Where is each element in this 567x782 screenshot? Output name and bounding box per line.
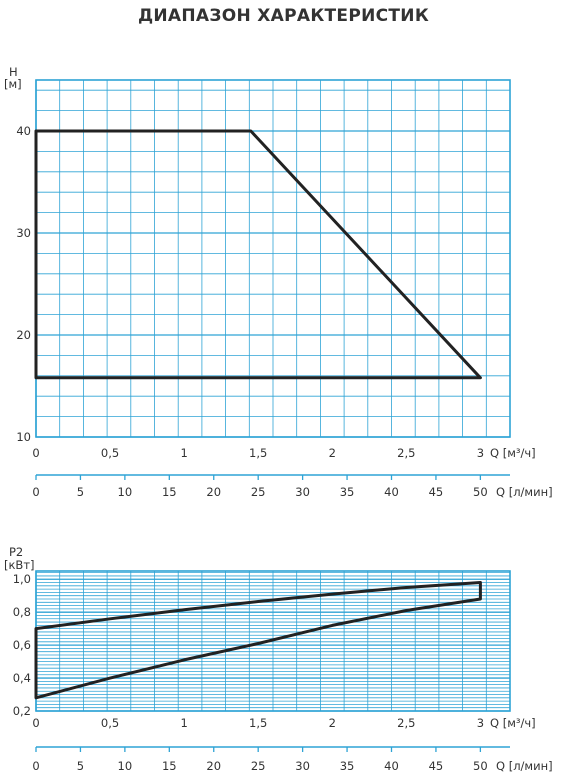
y-tick-label: 20: [16, 328, 31, 342]
x-tick-label: 3: [477, 446, 484, 460]
x2-tick-label: 25: [251, 759, 266, 773]
y-tick-label: 1,0: [13, 572, 31, 586]
x2-tick-label: 5: [77, 759, 84, 773]
x2-tick-label: 25: [251, 485, 266, 499]
x2-tick-label: 40: [384, 759, 399, 773]
x2-tick-label: 0: [32, 485, 39, 499]
secondary-x-axis: 0 5 10 15 20 25 30 35 40 45 50 Q [л/мин]: [32, 474, 553, 499]
x-axis-label: Q [м³/ч]: [490, 446, 536, 460]
x2-tick-label: 20: [206, 485, 221, 499]
x2-tick-label: 50: [473, 759, 488, 773]
grid: [35, 570, 511, 712]
x2-tick-label: 10: [118, 485, 133, 499]
y-axis-unit: [м]: [4, 77, 22, 91]
x-tick-label: 1: [180, 716, 187, 730]
x2-tick-label: 35: [340, 485, 355, 499]
x2-tick-label: 45: [429, 485, 444, 499]
x-tick-label: 1: [180, 446, 187, 460]
x-tick-label: 2,5: [397, 446, 415, 460]
y-tick-label: 0,2: [13, 704, 31, 718]
y-axis-label: H: [9, 65, 18, 79]
series-line: [34, 581, 482, 700]
series-line: [34, 129, 482, 380]
x2-tick-label: 5: [77, 485, 84, 499]
x2-tick-label: 30: [295, 485, 310, 499]
x2-tick-label: 20: [206, 759, 221, 773]
x2-tick-label: 40: [384, 485, 399, 499]
x-tick-label: 3: [477, 716, 484, 730]
x2-axis-label: Q [л/мин]: [496, 759, 553, 773]
y-axis-unit: [кВт]: [4, 558, 35, 572]
x-tick-label: 2,5: [397, 716, 415, 730]
grid: [35, 79, 511, 438]
x2-tick-label: 15: [162, 759, 177, 773]
secondary-x-axis: 0 5 10 15 20 25 30 35 40 45 50 Q [л/мин]: [32, 746, 553, 773]
x2-axis-label: Q [л/мин]: [496, 485, 553, 499]
y-tick-label: 0,6: [13, 638, 31, 652]
x2-tick-label: 10: [118, 759, 133, 773]
x-tick-label: 0: [32, 446, 39, 460]
x2-tick-label: 30: [295, 759, 310, 773]
x-axis-label: Q [м³/ч]: [490, 716, 536, 730]
chart-2: 0,2 0,4 0,6 0,8 1,0 P2[кВт] 0 0,5 1 1,5 2 2,5 3 Q [м³…: [4, 545, 553, 773]
x-tick-label: 2: [329, 446, 336, 460]
x2-tick-label: 0: [32, 759, 39, 773]
x-tick-label: 0: [32, 716, 39, 730]
chart-title: ДИАПАЗОН ХАРАКТЕРИСТИК: [137, 6, 430, 26]
x-tick-label: 2: [329, 716, 336, 730]
x2-tick-label: 45: [429, 759, 444, 773]
x-tick-label: 0,5: [101, 716, 119, 730]
y-tick-label: 0,8: [13, 605, 31, 619]
y-axis-label: P2: [9, 545, 23, 559]
y-tick-label: 30: [16, 226, 31, 240]
x-tick-label: 1,5: [249, 716, 267, 730]
chart-1: 10 20 30 40 H[м] 0 0,5 1 1,5 2 2,5 3 Q [м³/ч] 0 5 10 15 2…: [4, 65, 553, 499]
x-tick-label: 0,5: [101, 446, 119, 460]
x2-tick-label: 15: [162, 485, 177, 499]
x-tick-label: 1,5: [249, 446, 267, 460]
x2-tick-label: 35: [340, 759, 355, 773]
x2-tick-label: 50: [473, 485, 488, 499]
y-tick-label: 0,4: [13, 671, 31, 685]
y-tick-label: 40: [16, 124, 31, 138]
y-tick-label: 10: [16, 430, 31, 444]
